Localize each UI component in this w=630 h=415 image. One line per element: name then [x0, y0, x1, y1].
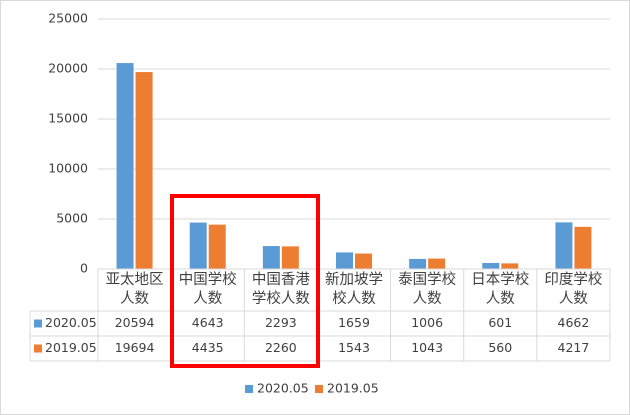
table-value: 4643 [192, 315, 224, 330]
y-tick-label: 0 [80, 261, 88, 276]
table-value: 1659 [338, 315, 370, 330]
y-tick-label: 10000 [48, 161, 88, 176]
table-value: 1043 [411, 340, 443, 355]
table-value: 4662 [558, 315, 590, 330]
table-value: 1006 [411, 315, 443, 330]
x-tick-label: 新加坡学校人数 [317, 269, 390, 311]
legend-label: 2020.05 [257, 381, 309, 396]
x-tick-label: 中国学校人数 [171, 269, 244, 311]
x-tick-label: 日本学校人数 [464, 269, 537, 311]
bar [355, 253, 372, 269]
bar [135, 72, 153, 269]
y-tick-label: 15000 [48, 111, 88, 126]
bar [281, 246, 299, 269]
table-value: 4435 [192, 340, 224, 355]
bar [428, 258, 446, 269]
legend-swatch [34, 344, 42, 353]
highlight-box [170, 194, 320, 368]
x-tick-label: 印度学校人数 [537, 269, 610, 311]
y-tick-label: 20000 [48, 61, 88, 76]
table-value: 4217 [558, 340, 590, 355]
table-value: 2293 [265, 315, 297, 330]
category-text: 印度学校人数 [544, 272, 603, 307]
bar [262, 246, 280, 269]
bar [501, 263, 519, 269]
category-text: 日本学校人数 [471, 272, 530, 307]
x-tick-label: 亚太地区人数 [98, 269, 171, 311]
table-value: 2260 [265, 340, 297, 355]
table-value: 560 [488, 340, 512, 355]
bar [574, 226, 592, 269]
y-tick-label: 5000 [56, 211, 88, 226]
bar [116, 63, 134, 270]
category-text: 泰国学校人数 [398, 272, 457, 307]
row-label: 2019.05 [45, 340, 97, 355]
table-value: 19694 [115, 340, 155, 355]
x-tick-label: 泰国学校人数 [391, 269, 464, 311]
category-text: 中国学校人数 [178, 272, 237, 307]
category-text: 亚太地区人数 [105, 272, 164, 307]
x-tick-label: 中国香港学校人数 [244, 269, 317, 311]
row-label: 2020.05 [45, 315, 97, 330]
bar [336, 252, 353, 269]
legend-label: 2019.05 [327, 381, 379, 396]
bar [189, 222, 207, 269]
bar [409, 258, 427, 269]
category-text: 新加坡学校人数 [324, 272, 383, 307]
legend-swatch [34, 319, 42, 328]
table-value: 601 [488, 315, 512, 330]
table-value: 20594 [115, 315, 155, 330]
legend-swatch [315, 385, 323, 393]
bar [208, 224, 226, 269]
bar [555, 222, 573, 269]
bar [482, 262, 500, 269]
legend-swatch [245, 385, 253, 393]
y-tick-label: 25000 [48, 11, 88, 26]
table-value: 1543 [338, 340, 370, 355]
category-text: 中国香港学校人数 [251, 272, 310, 307]
